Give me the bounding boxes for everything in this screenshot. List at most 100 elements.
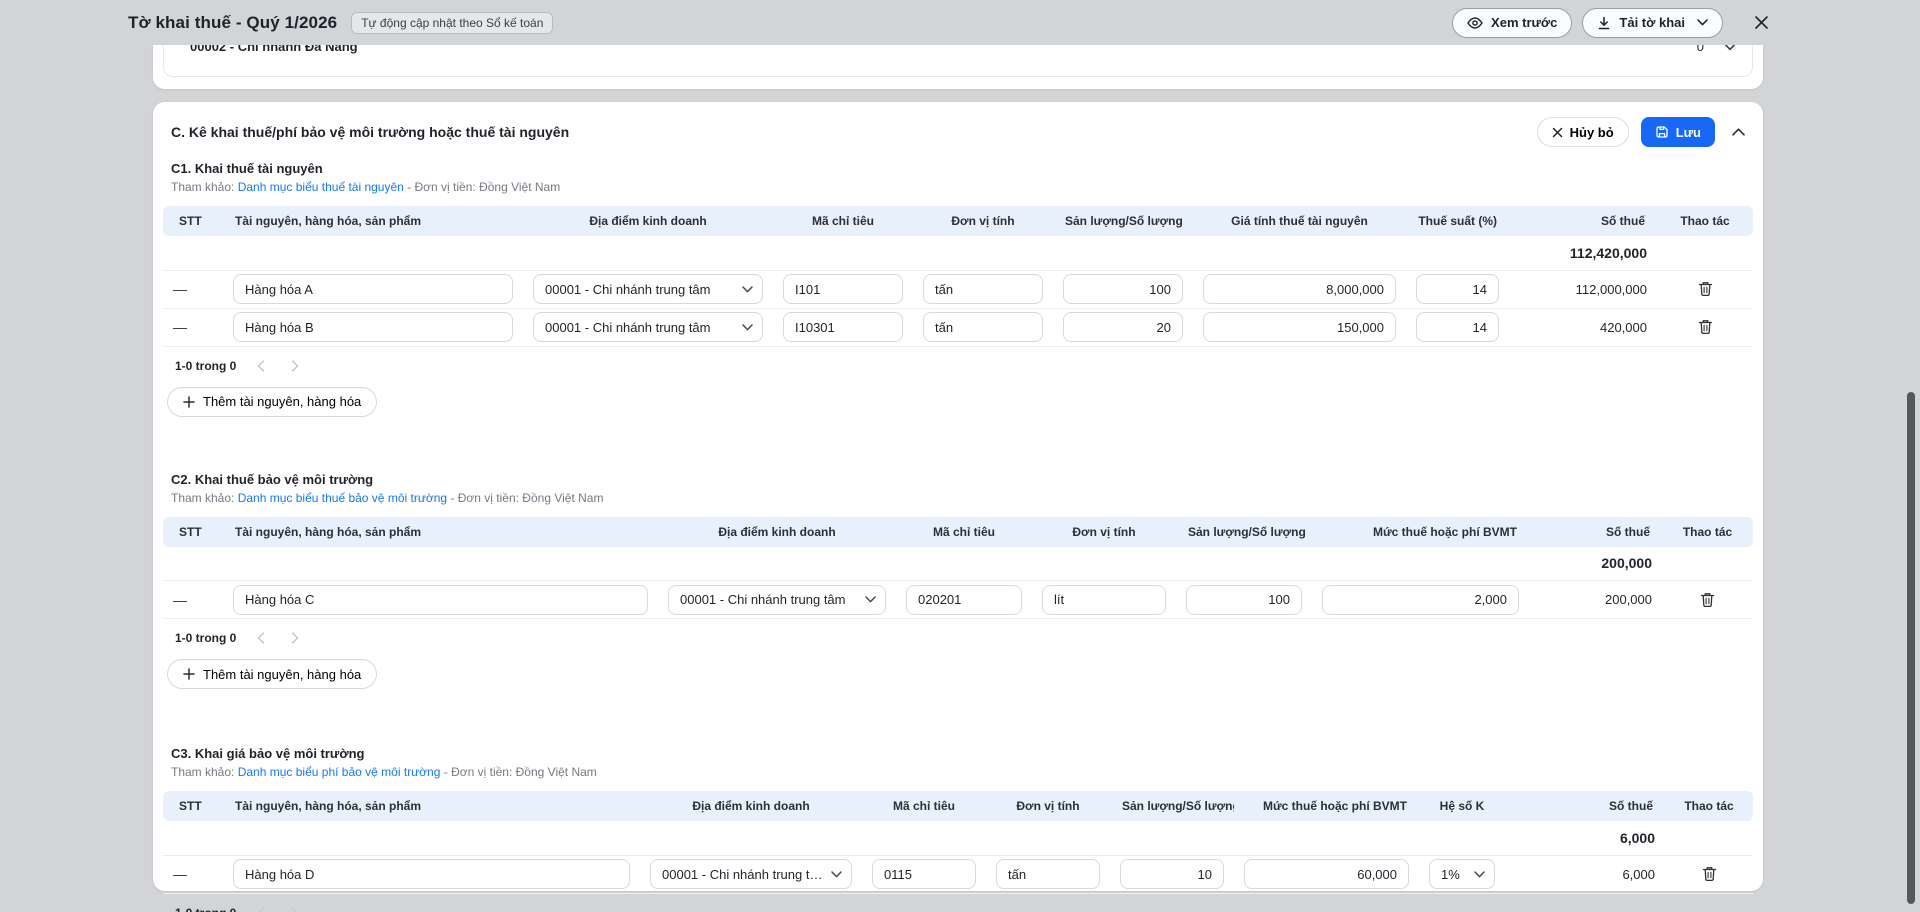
scrollbar-thumb[interactable]	[1907, 392, 1915, 904]
cancel-button-label: Hủy bỏ	[1569, 124, 1614, 140]
plus-icon	[183, 668, 195, 680]
k-factor-select-value: 1%	[1441, 866, 1460, 882]
x-icon	[1552, 127, 1563, 138]
preview-button-label: Xem trước	[1491, 15, 1558, 30]
currency-suffix: - Đơn vị tiền: Đồng Việt Nam	[407, 180, 561, 194]
c1-reference-link[interactable]: Danh mục biểu thuế tài nguyên	[237, 180, 404, 194]
pagination-prev-icon[interactable]	[252, 629, 270, 647]
ref-prefix: Tham khảo:	[171, 180, 235, 194]
table-row: — 00001 - Chi nhánh trung tâm 112,000,00…	[163, 270, 1753, 309]
c1-title: C1. Khai thuế tài nguyên	[171, 161, 323, 176]
resource-name-input[interactable]	[233, 859, 630, 889]
pagination-prev-icon[interactable]	[252, 357, 270, 375]
location-select-value: 00001 - Chi nhánh trung tâm	[662, 866, 825, 882]
col-unit: Đơn vị tính	[1032, 516, 1176, 547]
page-title: Tờ khai thuế - Quý 1/2026	[128, 12, 338, 32]
row-drag-dash: —	[163, 308, 223, 347]
unit-input[interactable]	[996, 859, 1100, 889]
c1-pagination: 1-0 trong 0	[175, 357, 1753, 375]
c2-total-row: 200,000	[163, 546, 1753, 581]
ref-prefix: Tham khảo:	[171, 490, 235, 505]
c2-header-row: STT Tài nguyên, hàng hóa, sản phẩm Địa đ…	[163, 516, 1753, 547]
k-factor-select[interactable]: 1%	[1429, 859, 1495, 889]
delete-row-button[interactable]	[1692, 276, 1718, 302]
download-declaration-button[interactable]: Tải tờ khai	[1582, 7, 1723, 38]
code-input[interactable]	[783, 312, 903, 342]
chevron-down-icon	[742, 323, 753, 331]
code-input[interactable]	[783, 274, 903, 304]
location-select[interactable]: 00001 - Chi nhánh trung tâm	[668, 584, 886, 615]
pagination-next-icon[interactable]	[286, 629, 304, 647]
col-actions: Thao tác	[1665, 791, 1753, 821]
code-input[interactable]	[906, 584, 1022, 615]
col-rate: Thuế suất (%)	[1406, 206, 1509, 236]
tax-amount: 200,000	[1529, 580, 1662, 619]
chevron-down-icon	[1697, 19, 1708, 26]
rate-input[interactable]	[1416, 274, 1499, 304]
c3-total-value: 6,000	[1505, 821, 1665, 856]
quantity-input[interactable]	[1063, 274, 1183, 304]
resource-name-input[interactable]	[233, 274, 513, 304]
delete-row-button[interactable]	[1695, 587, 1721, 613]
close-icon[interactable]	[1747, 9, 1775, 37]
resource-name-input[interactable]	[233, 584, 648, 615]
location-select[interactable]: 00001 - Chi nhánh trung tâm	[650, 859, 852, 889]
amount-input[interactable]	[1244, 859, 1409, 889]
col-resource: Tài nguyên, hàng hóa, sản phẩm	[223, 206, 523, 236]
pagination-next-icon[interactable]	[286, 904, 304, 912]
col-location: Địa điểm kinh doanh	[523, 206, 773, 236]
row-drag-dash: —	[163, 270, 223, 309]
col-tax: Số thuế	[1505, 791, 1665, 821]
price-input[interactable]	[1203, 274, 1396, 304]
table-row: — 00001 - Chi nhánh trung tâm 420,000	[163, 308, 1753, 347]
table-row: — 00001 - Chi nhánh trung tâm 200,000	[163, 580, 1753, 619]
rate-input[interactable]	[1416, 312, 1499, 342]
c2-table: STT Tài nguyên, hàng hóa, sản phẩm Địa đ…	[163, 516, 1753, 619]
c3-reference-link[interactable]: Danh mục biểu phí bảo vệ môi trường	[237, 765, 441, 779]
unit-input[interactable]	[923, 312, 1043, 342]
c3-reference-line: Tham khảo: Danh mục biểu phí bảo vệ môi …	[171, 765, 1753, 779]
cancel-button[interactable]: Hủy bỏ	[1536, 117, 1629, 147]
chevron-down-icon	[831, 870, 842, 878]
c2-pagination: 1-0 trong 0	[175, 629, 1753, 647]
col-tax: Số thuế	[1509, 206, 1657, 236]
pagination-label: 1-0 trong 0	[175, 631, 237, 645]
price-input[interactable]	[1203, 312, 1396, 342]
delete-row-button[interactable]	[1696, 861, 1722, 887]
c3-pagination: 1-0 trong 0	[175, 904, 1753, 912]
save-button-label: Lưu	[1675, 124, 1701, 140]
col-quantity: Sản lượng/Số lượng	[1053, 206, 1193, 236]
chevron-down-icon	[865, 596, 876, 603]
c2-reference-link[interactable]: Danh mục biểu thuế bảo vệ môi trường	[237, 490, 448, 505]
resource-name-input[interactable]	[233, 312, 513, 342]
save-button[interactable]: Lưu	[1640, 117, 1715, 147]
c2-add-row-button[interactable]: Thêm tài nguyên, hàng hóa	[167, 659, 378, 689]
tax-amount: 6,000	[1505, 855, 1665, 894]
col-resource: Tài nguyên, hàng hóa, sản phẩm	[223, 516, 658, 547]
preview-button[interactable]: Xem trước	[1452, 7, 1573, 38]
pagination-prev-icon[interactable]	[252, 904, 270, 912]
delete-row-button[interactable]	[1692, 314, 1718, 340]
unit-input[interactable]	[1042, 584, 1166, 615]
col-actions: Thao tác	[1657, 206, 1753, 236]
c1-add-row-button[interactable]: Thêm tài nguyên, hàng hóa	[167, 386, 378, 417]
save-icon	[1655, 125, 1669, 139]
branch-row-value: 0	[1696, 39, 1704, 54]
collapse-section-icon[interactable]	[1727, 121, 1749, 143]
tax-amount: 112,000,000	[1509, 270, 1657, 309]
location-select[interactable]: 00001 - Chi nhánh trung tâm	[533, 274, 763, 304]
quantity-input[interactable]	[1186, 584, 1302, 615]
unit-input[interactable]	[923, 274, 1043, 304]
pagination-next-icon[interactable]	[286, 357, 304, 375]
col-quantity: Sản lượng/Số lượng	[1110, 791, 1234, 821]
top-bar: Tờ khai thuế - Quý 1/2026 Tự động cập nh…	[0, 0, 1920, 45]
quantity-input[interactable]	[1120, 859, 1224, 889]
location-select[interactable]: 00001 - Chi nhánh trung tâm	[533, 312, 763, 342]
c2-total-value: 200,000	[1529, 546, 1662, 581]
chevron-down-icon[interactable]	[1724, 42, 1736, 51]
code-input[interactable]	[872, 859, 976, 889]
col-code: Mã chỉ tiêu	[896, 516, 1032, 547]
amount-input[interactable]	[1322, 584, 1519, 615]
quantity-input[interactable]	[1063, 312, 1183, 342]
